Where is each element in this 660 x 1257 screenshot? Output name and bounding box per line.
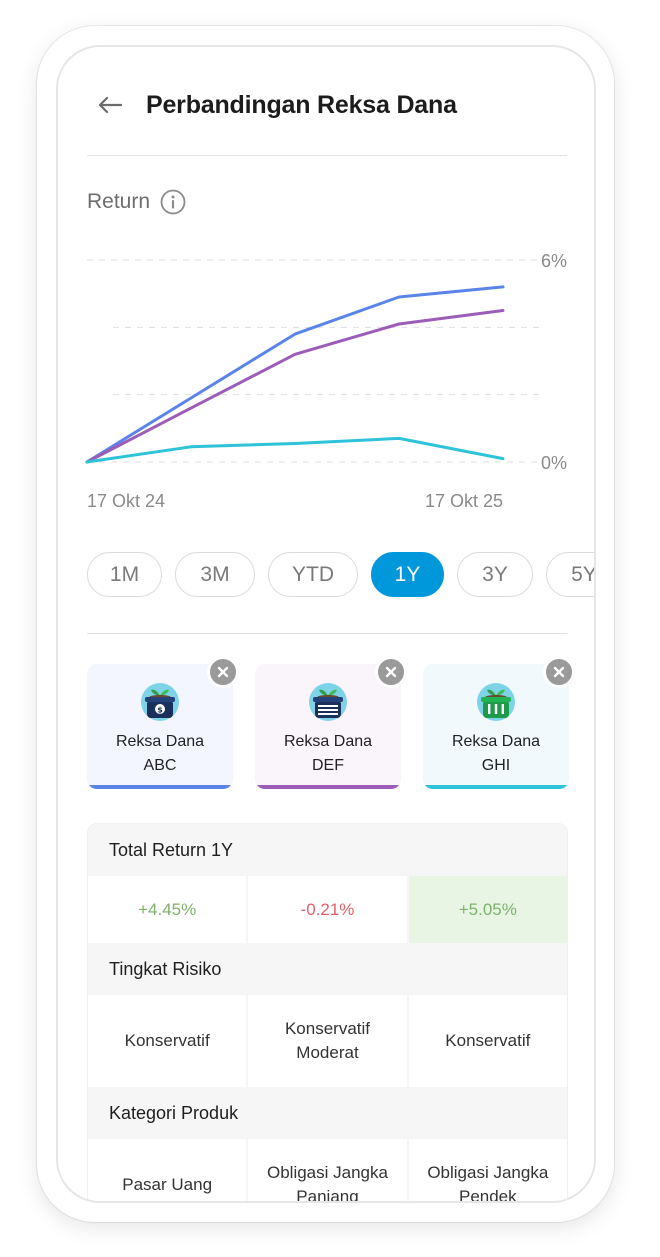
svg-text:$: $ — [157, 706, 163, 715]
category-header: Kategori Produk — [88, 1087, 567, 1139]
x-tick-label: 17 Okt 24 — [87, 491, 165, 511]
series-line-3 — [85, 436, 505, 464]
page-title: Perbandingan Reksa Dana — [146, 91, 457, 119]
fund-name-line1: Reksa Dana — [283, 733, 373, 750]
pot-money-icon: $ — [141, 683, 179, 721]
category-value-ghi: Obligasi Jangka Pendek — [408, 1139, 567, 1201]
return-label: Return — [87, 190, 151, 213]
fund-name: Reksa Dana ABC — [87, 730, 233, 778]
y-tick-label: 0% — [541, 453, 567, 473]
fund-color-bar — [423, 785, 569, 789]
fund-name-line1: Reksa Dana — [451, 733, 541, 750]
remove-fund-button[interactable] — [543, 656, 575, 688]
series-line-1 — [85, 285, 505, 464]
risk-value-def: Konservatif Moderat — [248, 995, 407, 1087]
x-tick-label: 17 Okt 25 — [425, 491, 503, 511]
period-selector: 1M 3M YTD 1Y 3Y 5Y — [87, 552, 594, 598]
category-value-abc: Pasar Uang — [88, 1139, 247, 1201]
return-header: Return — [87, 189, 186, 215]
fund-card-def[interactable]: Reksa Dana DEF — [255, 664, 401, 789]
period-chip-1y[interactable]: 1Y — [371, 552, 444, 597]
risk-value-abc: Konservatif — [88, 995, 247, 1087]
category-value-def: Obligasi Jangka Panjang — [248, 1139, 407, 1201]
period-chip-3y[interactable]: 3Y — [457, 552, 533, 597]
return-value-abc: +4.45% — [88, 876, 247, 943]
fund-name-line2: ABC — [143, 757, 177, 774]
series-line-2 — [85, 309, 505, 464]
period-chip-3m[interactable]: 3M — [175, 552, 255, 597]
info-icon[interactable] — [160, 189, 186, 215]
period-chip-5y[interactable]: 5Y — [546, 552, 594, 597]
fund-name: Reksa Dana DEF — [255, 730, 401, 778]
fund-name-line2: GHI — [481, 757, 511, 774]
fund-name: Reksa Dana GHI — [423, 730, 569, 778]
fund-name-line1: Reksa Dana — [115, 733, 205, 750]
close-icon — [553, 666, 565, 678]
chips-divider — [87, 633, 567, 634]
fund-card-ghi[interactable]: Reksa Dana GHI — [423, 664, 569, 789]
y-tick-label: 6% — [541, 251, 567, 271]
period-chip-ytd[interactable]: YTD — [268, 552, 358, 597]
pot-basket-icon — [477, 683, 515, 721]
phone-screen: Perbandingan Reksa Dana Return 6% 0% 17 Ok… — [56, 45, 596, 1203]
remove-fund-button[interactable] — [375, 656, 407, 688]
arrow-left-icon — [98, 96, 123, 114]
total-return-header: Total Return 1Y — [88, 824, 567, 876]
header-divider — [87, 155, 567, 156]
comparison-table: Total Return 1Y +4.45% -0.21% +5.05% Tin… — [87, 823, 568, 1201]
close-icon — [217, 666, 229, 678]
total-return-row: +4.45% -0.21% +5.05% — [88, 876, 567, 943]
period-chip-1m[interactable]: 1M — [87, 552, 162, 597]
risk-level-row: Konservatif Konservatif Moderat Konserva… — [88, 995, 567, 1087]
pot-bars-icon — [309, 683, 347, 721]
risk-level-header: Tingkat Risiko — [88, 943, 567, 995]
fund-color-bar — [87, 785, 233, 789]
return-chart: 6% 0% 17 Okt 24 17 Okt 25 — [85, 251, 567, 511]
category-row: Pasar Uang Obligasi Jangka Panjang Oblig… — [88, 1139, 567, 1201]
close-icon — [385, 666, 397, 678]
fund-cards: $ Reksa Dana ABC Reksa Dana DEF Reksa Dana GHI — [87, 656, 594, 794]
fund-color-bar — [255, 785, 401, 789]
fund-card-abc[interactable]: $ Reksa Dana ABC — [87, 664, 233, 789]
fund-name-line2: DEF — [312, 757, 344, 774]
return-value-ghi: +5.05% — [408, 876, 567, 943]
back-button[interactable] — [96, 91, 124, 119]
risk-value-ghi: Konservatif — [408, 995, 567, 1087]
remove-fund-button[interactable] — [207, 656, 239, 688]
return-value-def: -0.21% — [248, 876, 407, 943]
